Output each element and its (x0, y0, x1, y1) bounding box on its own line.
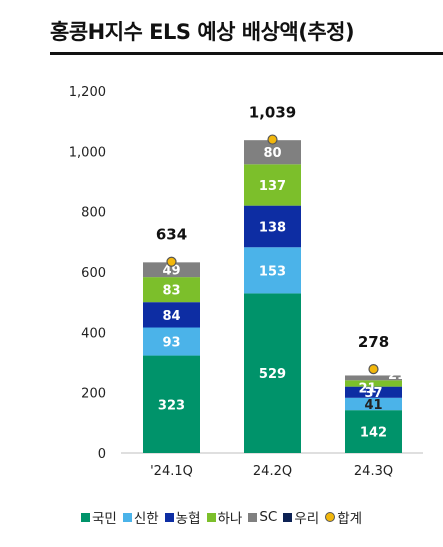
x-tick-label: '24.1Q (150, 464, 193, 479)
segment-value-label: 323 (158, 398, 185, 413)
legend-label: 농협 (175, 511, 201, 527)
segment-value-label: 93 (162, 336, 180, 351)
y-tick-label: 200 (81, 387, 106, 402)
bar-segment (345, 380, 402, 387)
legend-label: SC (259, 509, 278, 525)
y-tick-label: 0 (98, 447, 106, 462)
bar-segment (244, 293, 301, 453)
bar-segment (244, 205, 301, 248)
legend-label: 신한 (133, 511, 159, 527)
bar-segment (345, 410, 402, 453)
legend-swatch (122, 512, 132, 522)
segment-value-label: 142 (360, 426, 387, 441)
segment-value-label: 84 (162, 309, 180, 324)
y-tick-label: 1,000 (69, 145, 106, 160)
y-tick-label: 400 (81, 326, 106, 341)
legend-item: 합계 (325, 507, 362, 527)
legend-label: 국민 (91, 511, 117, 527)
bar-segment (143, 327, 200, 356)
total-value-label: 634 (156, 226, 187, 244)
y-tick-label: 600 (81, 266, 106, 281)
legend-swatch (206, 512, 216, 522)
segment-value-label: 153 (259, 264, 286, 279)
legend-swatch (80, 512, 90, 522)
x-tick-label: 24.3Q (354, 464, 393, 479)
title-underline (50, 52, 443, 55)
legend-item: SC (248, 507, 277, 527)
legend-swatch (325, 512, 336, 522)
legend-label: 하나 (217, 511, 243, 527)
legend-label: 합계 (337, 511, 363, 527)
segment-value-label: 138 (259, 220, 286, 235)
y-tick-label: 800 (81, 206, 106, 221)
legend-item: 우리 (283, 507, 319, 527)
bar-segment (345, 386, 402, 398)
segment-value-label: 529 (259, 367, 286, 382)
bar-segment (143, 355, 200, 453)
legend-swatch (283, 512, 293, 522)
bar-segment (345, 397, 402, 411)
bar-segment (143, 302, 200, 328)
legend-item: 농협 (164, 507, 201, 527)
bar-segment (345, 375, 402, 381)
x-tick-label: 24.2Q (253, 464, 292, 479)
annotation-label: 21 (388, 368, 406, 383)
bar-segment (143, 277, 200, 303)
bar-segment (143, 262, 200, 278)
total-marker (166, 256, 177, 267)
segment-value-label: 83 (162, 284, 180, 299)
segment-value-label: 37 (364, 386, 382, 401)
legend-item: 하나 (206, 507, 243, 527)
legend-item: 국민 (80, 507, 117, 527)
bar-segment (244, 247, 301, 294)
segment-value-label: 21 (358, 381, 376, 396)
legend-item: 신한 (122, 507, 159, 527)
chart-title: 홍콩H지수 ELS 예상 배상액(추정) (50, 20, 355, 44)
legend: 국민 신한 농협 하나 SC 우리 합계 (0, 507, 443, 527)
stacked-bar-chart: 0 200 400 600 800 1,000 1,200 '24.1Q 24.2Q 24.3Q 3… (69, 85, 423, 479)
segment-value-label: 80 (263, 146, 281, 161)
legend-swatch (248, 512, 258, 522)
bar-segment (244, 164, 301, 206)
legend-label: 우리 (294, 511, 320, 527)
total-value-label: 278 (358, 333, 389, 351)
segment-value-label: 41 (364, 398, 382, 413)
segment-value-label: 49 (162, 264, 180, 279)
total-value-label: 1,039 (249, 104, 296, 122)
total-marker (368, 364, 379, 375)
legend-swatch (164, 512, 174, 522)
total-marker (267, 134, 278, 145)
y-tick-label: 1,200 (69, 85, 106, 100)
segment-value-label: 137 (259, 179, 286, 194)
